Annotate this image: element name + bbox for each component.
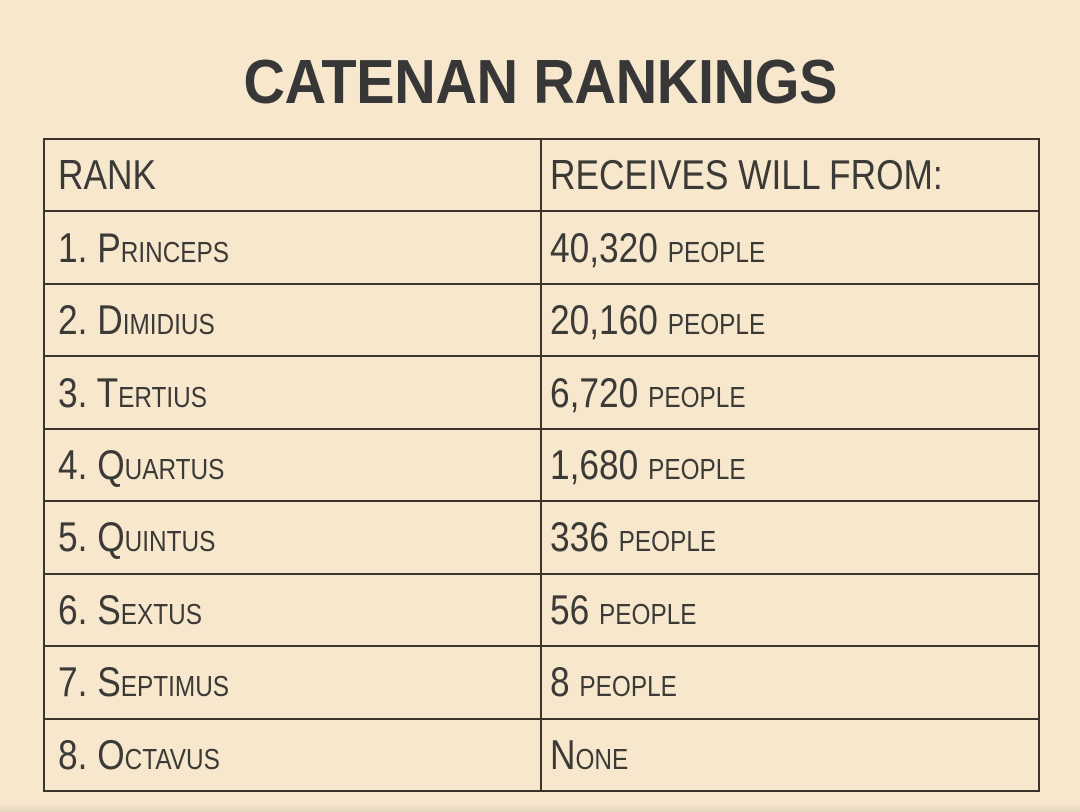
receives-cell: 40,320 people	[540, 210, 1040, 285]
receives-cell: 1,680 people	[540, 427, 1040, 503]
column-header-rank: RANK	[43, 137, 542, 213]
table-row: 5. Quintus 336 people	[43, 500, 1040, 575]
table-row: 6. Sextus 56 people	[43, 572, 1040, 648]
column-header-receives: RECEIVES WILL FROM:	[540, 137, 1040, 213]
rank-cell: 7. Septimus	[43, 645, 542, 720]
receives-cell: 56 people	[540, 572, 1040, 648]
table-row: 1. Princeps 40,320 people	[43, 210, 1040, 285]
table-header-row: RANK RECEIVES WILL FROM:	[43, 137, 1040, 213]
receives-cell: 8 people	[540, 645, 1040, 720]
rankings-table: RANK RECEIVES WILL FROM: 1. Princeps 40,…	[43, 137, 1040, 792]
receives-cell: 6,720 people	[540, 355, 1040, 430]
rank-cell: 8. Octavus	[43, 717, 542, 792]
rank-cell: 3. Tertius	[43, 355, 542, 430]
table-row: 4. Quartus 1,680 people	[43, 427, 1040, 503]
rank-cell: 6. Sextus	[43, 572, 542, 648]
rank-cell: 4. Quartus	[43, 427, 542, 503]
bottom-edge-shadow	[0, 804, 1080, 812]
receives-cell: 20,160 people	[540, 282, 1040, 358]
page-title-text: CATENAN RANKINGS	[243, 47, 837, 117]
table-row: 7. Septimus 8 people	[43, 645, 1040, 720]
rank-cell: 5. Quintus	[43, 500, 542, 575]
receives-cell: None	[540, 717, 1040, 792]
table-row: 3. Tertius 6,720 people	[43, 355, 1040, 430]
receives-cell: 336 people	[540, 500, 1040, 575]
rank-cell: 2. Dimidius	[43, 282, 542, 358]
table-row: 8. Octavus None	[43, 717, 1040, 792]
table-row: 2. Dimidius 20,160 people	[43, 282, 1040, 358]
page-title: CATENAN RANKINGS	[0, 47, 1080, 117]
rank-cell: 1. Princeps	[43, 210, 542, 285]
